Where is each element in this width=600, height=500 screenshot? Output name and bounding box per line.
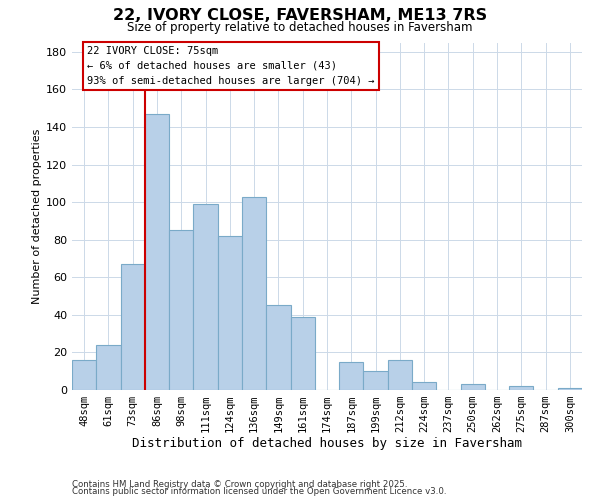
Bar xyxy=(96,345,121,390)
Text: 22, IVORY CLOSE, FAVERSHAM, ME13 7RS: 22, IVORY CLOSE, FAVERSHAM, ME13 7RS xyxy=(113,8,487,22)
Bar xyxy=(266,306,290,390)
Bar xyxy=(145,114,169,390)
Y-axis label: Number of detached properties: Number of detached properties xyxy=(32,128,42,304)
Bar xyxy=(193,204,218,390)
Bar xyxy=(558,388,582,390)
X-axis label: Distribution of detached houses by size in Faversham: Distribution of detached houses by size … xyxy=(132,436,522,450)
Bar xyxy=(388,360,412,390)
Bar xyxy=(412,382,436,390)
Bar xyxy=(72,360,96,390)
Bar xyxy=(461,384,485,390)
Bar xyxy=(242,196,266,390)
Bar xyxy=(509,386,533,390)
Text: Contains HM Land Registry data © Crown copyright and database right 2025.: Contains HM Land Registry data © Crown c… xyxy=(72,480,407,489)
Bar xyxy=(364,371,388,390)
Bar xyxy=(169,230,193,390)
Bar xyxy=(121,264,145,390)
Bar xyxy=(339,362,364,390)
Text: Contains public sector information licensed under the Open Government Licence v3: Contains public sector information licen… xyxy=(72,488,446,496)
Text: Size of property relative to detached houses in Faversham: Size of property relative to detached ho… xyxy=(127,21,473,34)
Bar xyxy=(218,236,242,390)
Bar xyxy=(290,316,315,390)
Text: 22 IVORY CLOSE: 75sqm
← 6% of detached houses are smaller (43)
93% of semi-detac: 22 IVORY CLOSE: 75sqm ← 6% of detached h… xyxy=(88,46,375,86)
